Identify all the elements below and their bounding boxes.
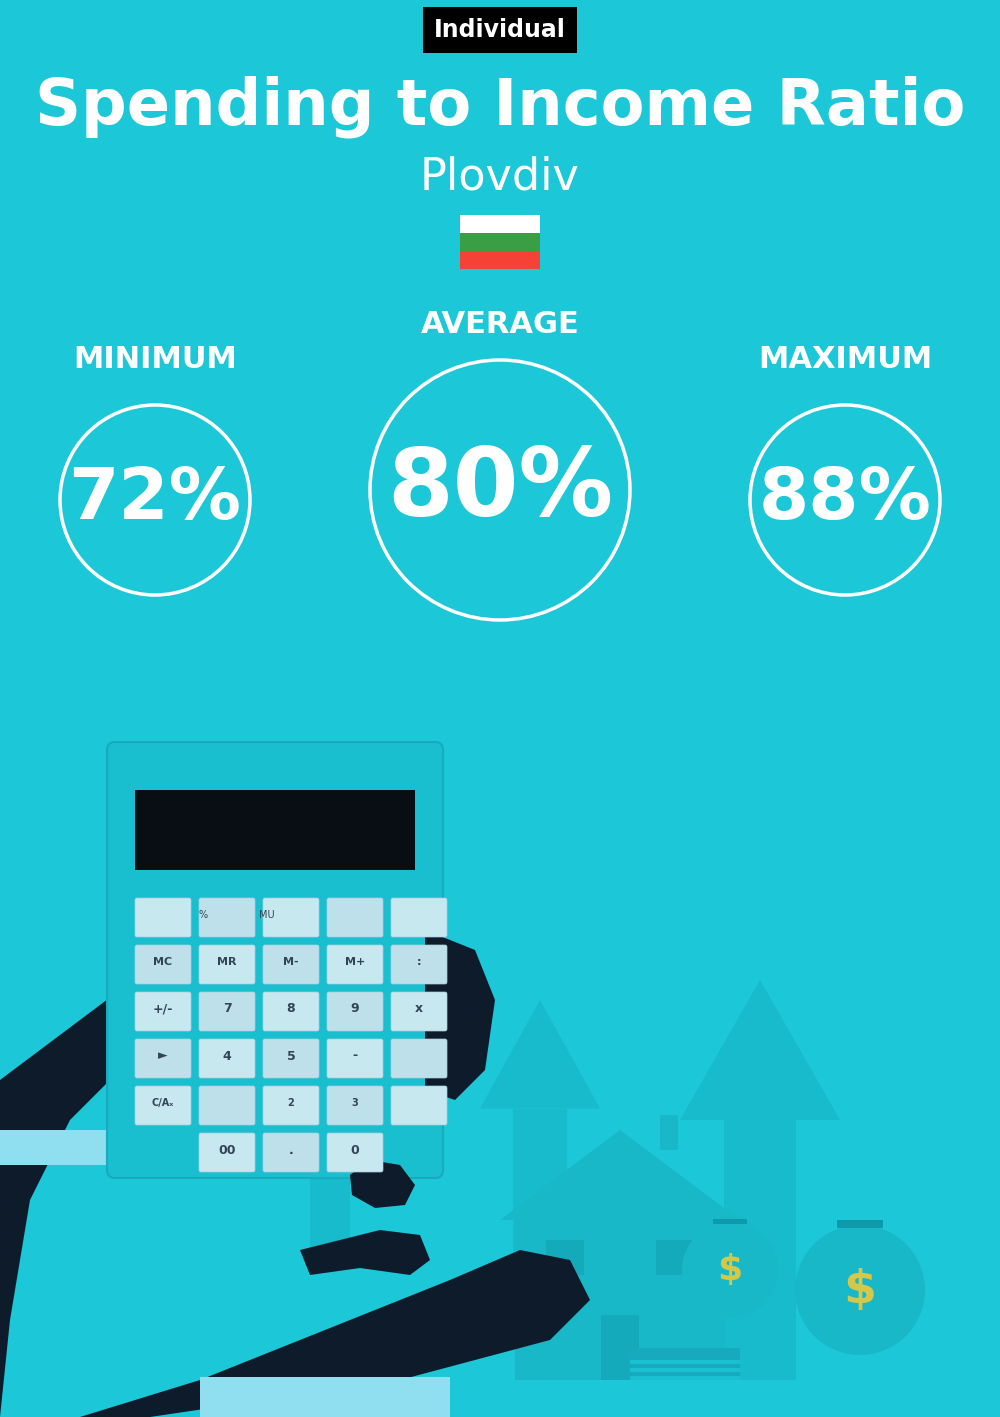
Text: 88%: 88% <box>759 466 931 534</box>
Polygon shape <box>425 930 495 1100</box>
Bar <box>0 1129 110 1165</box>
FancyBboxPatch shape <box>135 1085 191 1125</box>
Polygon shape <box>680 981 840 1119</box>
Text: 0: 0 <box>351 1144 359 1156</box>
Polygon shape <box>350 1161 415 1209</box>
Text: .: . <box>289 1144 293 1156</box>
Text: C/Aₓ: C/Aₓ <box>152 1098 174 1108</box>
FancyBboxPatch shape <box>263 898 319 937</box>
FancyBboxPatch shape <box>391 945 447 983</box>
FancyBboxPatch shape <box>327 1085 383 1125</box>
Text: +/-: +/- <box>153 1002 173 1016</box>
Text: M+: M+ <box>345 956 365 966</box>
FancyBboxPatch shape <box>135 992 191 1032</box>
Text: $: $ <box>844 1267 876 1312</box>
Text: MR: MR <box>217 956 237 966</box>
FancyBboxPatch shape <box>391 1039 447 1078</box>
Bar <box>630 1348 740 1360</box>
Polygon shape <box>0 1250 590 1417</box>
Bar <box>713 1219 747 1224</box>
Text: Individual: Individual <box>434 18 566 43</box>
FancyBboxPatch shape <box>107 743 443 1178</box>
Text: 80%: 80% <box>387 444 613 536</box>
FancyBboxPatch shape <box>263 992 319 1032</box>
Text: AVERAGE: AVERAGE <box>421 310 579 339</box>
Text: :: : <box>417 956 421 966</box>
Text: Spending to Income Ratio: Spending to Income Ratio <box>35 75 965 137</box>
Text: 8: 8 <box>287 1002 295 1016</box>
Bar <box>656 1240 694 1275</box>
Bar <box>630 1360 740 1372</box>
Polygon shape <box>513 1108 567 1309</box>
Text: 9: 9 <box>351 1002 359 1016</box>
Text: 7: 7 <box>223 1002 231 1016</box>
FancyBboxPatch shape <box>327 1134 383 1172</box>
FancyBboxPatch shape <box>391 992 447 1032</box>
Bar <box>460 215 540 232</box>
Circle shape <box>795 1226 925 1355</box>
Polygon shape <box>300 1230 430 1275</box>
FancyBboxPatch shape <box>135 898 191 937</box>
FancyBboxPatch shape <box>135 1039 191 1078</box>
FancyBboxPatch shape <box>263 1134 319 1172</box>
Text: x: x <box>415 1002 423 1016</box>
Bar <box>630 1352 740 1365</box>
Text: 2: 2 <box>288 1098 294 1108</box>
FancyBboxPatch shape <box>199 1085 255 1125</box>
Polygon shape <box>500 1129 740 1220</box>
Text: -: - <box>352 1050 358 1063</box>
FancyBboxPatch shape <box>199 898 255 937</box>
FancyBboxPatch shape <box>327 945 383 983</box>
Bar <box>844 1221 876 1244</box>
Text: %: % <box>198 910 208 920</box>
FancyBboxPatch shape <box>263 945 319 983</box>
Bar <box>546 1240 584 1275</box>
Bar <box>460 251 540 269</box>
Text: 3: 3 <box>352 1098 358 1108</box>
Bar <box>718 1220 742 1237</box>
FancyBboxPatch shape <box>327 1039 383 1078</box>
Bar <box>630 1365 740 1376</box>
FancyBboxPatch shape <box>327 992 383 1032</box>
FancyBboxPatch shape <box>391 1085 447 1125</box>
Polygon shape <box>310 1104 350 1260</box>
Polygon shape <box>285 1020 375 1104</box>
FancyBboxPatch shape <box>391 898 447 937</box>
FancyBboxPatch shape <box>199 1039 255 1078</box>
Bar <box>515 1220 725 1380</box>
Bar <box>601 1315 639 1380</box>
Bar <box>660 1115 678 1151</box>
Bar <box>837 1220 883 1229</box>
Text: 72%: 72% <box>68 466 242 534</box>
FancyBboxPatch shape <box>263 1039 319 1078</box>
Text: MU: MU <box>259 910 275 920</box>
Bar <box>460 232 540 251</box>
Text: 4: 4 <box>223 1050 231 1063</box>
FancyBboxPatch shape <box>199 945 255 983</box>
Bar <box>135 791 415 870</box>
Bar <box>200 1377 450 1417</box>
Circle shape <box>682 1221 778 1318</box>
Text: M-: M- <box>283 956 299 966</box>
FancyBboxPatch shape <box>135 945 191 983</box>
FancyBboxPatch shape <box>327 898 383 937</box>
Text: Plovdiv: Plovdiv <box>420 154 580 198</box>
Polygon shape <box>724 1119 796 1380</box>
Text: 00: 00 <box>218 1144 236 1156</box>
FancyBboxPatch shape <box>199 1134 255 1172</box>
Bar <box>630 1356 740 1367</box>
Text: MAXIMUM: MAXIMUM <box>758 344 932 374</box>
Text: 5: 5 <box>287 1050 295 1063</box>
FancyBboxPatch shape <box>263 1085 319 1125</box>
Polygon shape <box>0 900 300 1417</box>
Text: $: $ <box>717 1253 743 1287</box>
Polygon shape <box>480 1000 600 1108</box>
Text: MINIMUM: MINIMUM <box>73 344 237 374</box>
Bar <box>630 1367 740 1380</box>
Text: ►: ► <box>158 1050 168 1063</box>
Text: MC: MC <box>153 956 173 966</box>
FancyBboxPatch shape <box>199 992 255 1032</box>
